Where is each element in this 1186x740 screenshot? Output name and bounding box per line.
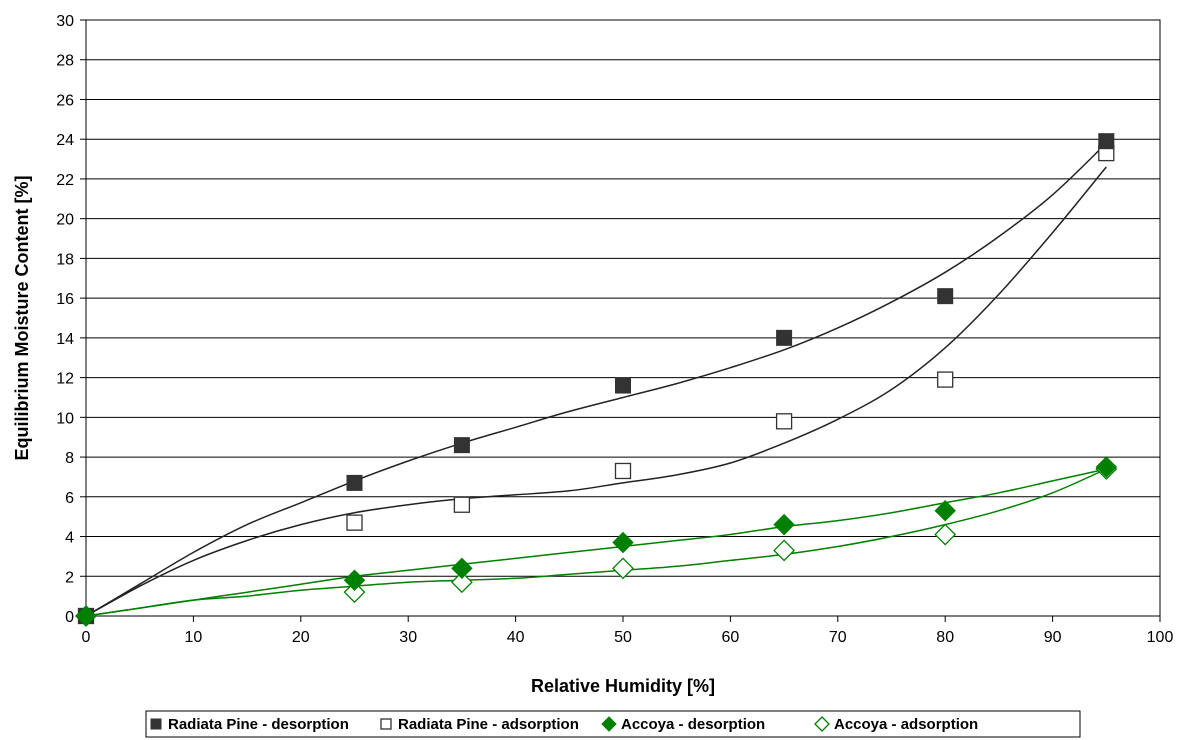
y-tick-label: 2 (65, 569, 74, 586)
legend-label: Accoya - desorption (621, 716, 765, 733)
y-tick-label: 24 (56, 132, 74, 149)
legend-entry: Accoya - adsorption (814, 716, 978, 733)
data-point (1098, 133, 1115, 150)
data-point (612, 531, 634, 554)
gridlines (86, 19, 1160, 617)
data-point (814, 716, 830, 732)
x-axis-title: Relative Humidity [%] (531, 676, 715, 696)
x-tick-label: 70 (829, 629, 847, 646)
x-tick-label: 100 (1147, 629, 1174, 646)
data-point (346, 474, 363, 491)
data-point (380, 718, 392, 730)
x-axis: 0 10 20 30 40 50 60 70 80 90 100 (82, 616, 1174, 646)
x-tick-label: 30 (399, 629, 417, 646)
data-point (776, 329, 793, 346)
data-point (614, 462, 632, 480)
trendline (85, 142, 1107, 617)
x-tick-label: 20 (292, 629, 310, 646)
data-point (601, 716, 617, 732)
y-axis-title: Equilibrium Moisture Content [%] (12, 176, 32, 461)
legend-entry: Accoya - desorption (601, 716, 765, 733)
y-tick-label: 6 (65, 490, 74, 507)
y-tick-label: 20 (56, 212, 74, 229)
y-tick-label: 12 (56, 371, 74, 388)
y-tick-label: 22 (56, 172, 74, 189)
data-point (343, 569, 366, 591)
trendline (85, 166, 1107, 617)
data-point (773, 513, 795, 536)
data-point (612, 557, 634, 580)
y-tick-label: 0 (65, 609, 74, 626)
y-tick-label: 8 (65, 450, 74, 467)
data-point (937, 371, 954, 388)
y-tick-label: 14 (56, 331, 74, 348)
data-point (1095, 456, 1118, 478)
y-tick-label: 28 (56, 53, 74, 70)
x-tick-label: 10 (185, 629, 203, 646)
legend-entry: Radiata Pine - desorption (150, 716, 349, 733)
data-point (453, 496, 471, 513)
trendlines (85, 142, 1107, 617)
data-point (343, 581, 366, 604)
data-markers (75, 133, 1118, 627)
legend-label: Radiata Pine - adsorption (398, 716, 579, 733)
data-point (346, 514, 363, 531)
y-tick-label: 4 (65, 530, 74, 547)
data-point (775, 413, 793, 430)
y-tick-label: 16 (56, 291, 74, 308)
y-tick-label: 10 (56, 410, 74, 427)
y-tick-label: 18 (56, 251, 74, 268)
data-point (937, 288, 954, 305)
trendline (85, 468, 1107, 617)
legend-label: Accoya - adsorption (834, 716, 978, 733)
legend: Radiata Pine - desorption Radiata Pine - … (145, 710, 1081, 738)
data-point (150, 718, 162, 730)
x-tick-label: 90 (1044, 629, 1062, 646)
x-tick-label: 0 (82, 629, 91, 646)
x-tick-label: 50 (614, 629, 632, 646)
data-point (451, 557, 473, 580)
y-tick-label: 26 (56, 92, 74, 109)
data-point (75, 605, 97, 627)
data-point (450, 571, 473, 594)
data-point (934, 523, 957, 546)
data-point (453, 437, 470, 454)
data-point (773, 539, 796, 562)
x-tick-label: 40 (507, 629, 525, 646)
legend-entry: Radiata Pine - adsorption (380, 716, 579, 733)
legend-label: Radiata Pine - desorption (168, 716, 349, 733)
x-tick-label: 80 (936, 629, 954, 646)
y-tick-label: 30 (56, 13, 74, 30)
trendline (85, 468, 1107, 617)
data-point (615, 377, 631, 394)
data-point (934, 499, 956, 522)
x-tick-label: 60 (722, 629, 740, 646)
